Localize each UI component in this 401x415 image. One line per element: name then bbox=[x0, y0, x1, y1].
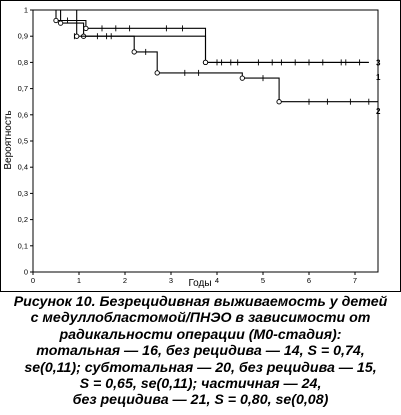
series-1-event-marker bbox=[57, 20, 64, 26]
y-axis-title: Вероятность bbox=[3, 110, 14, 169]
curve-label-1: 1 bbox=[376, 73, 381, 82]
x-axis-title: Годы bbox=[188, 278, 211, 289]
curve-label-3: 3 bbox=[376, 58, 381, 67]
caption-line: тотальная — 16, без рецидива — 14, S = 0… bbox=[36, 343, 365, 360]
series-2-event-marker bbox=[276, 99, 282, 105]
series-3-event-marker bbox=[83, 25, 89, 31]
series-3-event-marker bbox=[53, 17, 59, 24]
y-tick-label: 0,7 bbox=[18, 84, 28, 93]
series-2-event-marker bbox=[239, 75, 245, 81]
y-tick-label: 0,5 bbox=[18, 137, 28, 146]
x-tick-label: 5 bbox=[261, 276, 265, 285]
x-tick-label: 2 bbox=[123, 276, 127, 285]
figure-frame bbox=[0, 0, 401, 292]
y-tick-label: 1 bbox=[24, 6, 28, 15]
y-tick-label: 0,8 bbox=[18, 58, 28, 67]
series-2-event-marker bbox=[74, 33, 80, 39]
survival-chart: 0 0,1 0,2 0,3 0,4 0,5 0,6 0,7 0,8 0,9 1 0 1 2 3 4 5 6 7 3 1 2… bbox=[0, 0, 401, 292]
y-tick-label: 0,3 bbox=[18, 189, 28, 198]
caption-line: S = 0,65, se(0,11); частичная — 24, bbox=[79, 376, 322, 393]
y-tick-label: 0,6 bbox=[18, 110, 28, 119]
x-tick-label: 7 bbox=[353, 276, 357, 285]
series-3-line bbox=[33, 9, 369, 63]
caption-line: с медуллобластомой/ПНЭО в зависимости от bbox=[30, 310, 371, 327]
caption-line: se(0,11); субтотальная — 20, без рецидив… bbox=[24, 359, 377, 376]
series-3-event-marker bbox=[202, 59, 209, 66]
x-tick-label: 0 bbox=[31, 276, 35, 285]
survival-chart-figure: 0 0,1 0,2 0,3 0,4 0,5 0,6 0,7 0,8 0,9 1 0 1 2 3 4 5 6 7 3 1 2… bbox=[0, 0, 401, 292]
series-2-event-marker bbox=[154, 70, 160, 76]
x-tick-label: 3 bbox=[169, 276, 173, 285]
y-tick-label: 0,4 bbox=[18, 163, 28, 172]
y-tick-label: 0,2 bbox=[18, 215, 28, 224]
series-2-line bbox=[33, 9, 378, 103]
y-tick-label: 0 bbox=[24, 268, 28, 277]
caption-line: радикальности операции (М0-стадия): bbox=[59, 326, 342, 343]
series-2-event-marker bbox=[131, 49, 137, 55]
figure-caption: Рисунок 10. Безрецидивная выживаемость у… bbox=[0, 294, 401, 409]
caption-line: Рисунок 10. Безрецидивная выживаемость у… bbox=[13, 294, 388, 310]
x-tick-label: 6 bbox=[307, 276, 311, 285]
y-tick-label: 0,1 bbox=[18, 241, 28, 250]
curve-label-2: 2 bbox=[376, 107, 381, 116]
y-tick-label: 0,9 bbox=[18, 32, 28, 41]
caption-line: без рецидива — 21, S = 0,80, se(0,08) bbox=[72, 392, 329, 409]
x-tick-label: 1 bbox=[77, 276, 81, 285]
x-tick-label: 4 bbox=[215, 276, 219, 285]
